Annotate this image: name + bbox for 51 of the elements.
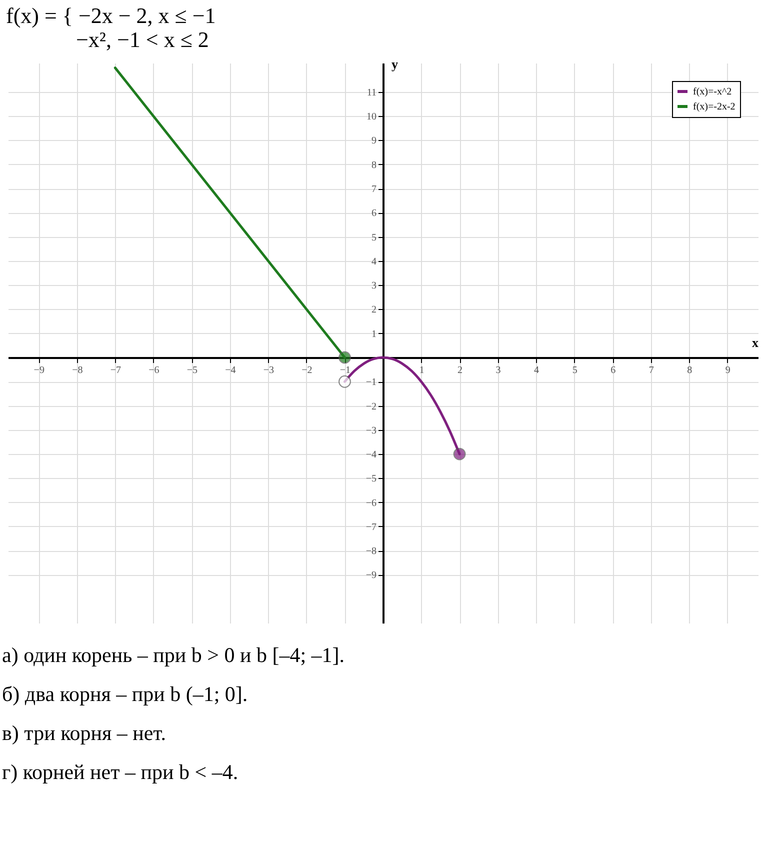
x-tick-label: −8 [72, 364, 83, 376]
y-tick-label: −5 [366, 474, 376, 485]
x-tick-label: −2 [302, 364, 312, 376]
y-tick-label: −4 [366, 450, 376, 461]
x-tick-label: 3 [496, 364, 501, 376]
y-tick-label: 6 [372, 208, 376, 220]
y-tick-label: −2 [366, 401, 376, 412]
y-tick-label: 1 [372, 328, 376, 340]
y-tick-label: −3 [366, 425, 376, 436]
x-tick-label: −4 [225, 364, 236, 376]
x-tick-label: −1 [340, 364, 351, 376]
y-tick-label: 10 [366, 112, 376, 123]
x-tick-label: −5 [186, 364, 198, 376]
y-tick-label: 8 [372, 160, 376, 171]
x-tick-label: −6 [148, 364, 160, 376]
x-axis-title: x [752, 334, 759, 350]
x-tick-label: 4 [534, 364, 540, 376]
x-tick-label: 1 [419, 364, 424, 376]
chart-subtitle: −x², −1 < x ≤ 2 [75, 27, 210, 52]
x-tick-label: −3 [263, 364, 274, 376]
y-axis-title: y [392, 56, 398, 72]
point [338, 375, 351, 388]
y-tick-label: 7 [372, 184, 376, 196]
x-tick-label: 9 [725, 364, 730, 376]
y-tick-label: 3 [372, 280, 376, 292]
x-tick-label: −9 [34, 364, 44, 376]
x-tick-label: −7 [110, 364, 121, 376]
x-tick-label: 7 [648, 364, 654, 376]
y-tick-label: −7 [366, 522, 376, 533]
chart-title: f(x) = { −2x − 2, x ≤ −1 [6, 3, 217, 28]
point [453, 448, 466, 460]
text: в) три корня – нет. [2, 721, 168, 746]
text: г) корней нет – при b < –4. [2, 760, 240, 785]
y-tick-label: 5 [372, 232, 376, 244]
legend-label: f(x)=-x^2 [693, 86, 732, 98]
x-tick-label: 6 [610, 364, 616, 376]
y-tick-label: 11 [366, 87, 376, 98]
y-tick-label: −8 [366, 546, 376, 558]
y-tick-label: 9 [372, 136, 376, 147]
x-tick-label: 2 [458, 364, 463, 376]
y-tick-label: 4 [372, 256, 376, 268]
text: б) два корня – при b (–1; 0]. [2, 682, 249, 707]
y-tick-label: −9 [366, 570, 376, 582]
y-tick-label: −1 [366, 377, 376, 388]
y-tick-label: 2 [372, 304, 376, 316]
y-tick-label: −6 [366, 498, 376, 509]
x-tick-label: 8 [687, 364, 692, 376]
x-tick-label: 5 [572, 364, 578, 376]
point [338, 351, 351, 364]
legend-label: f(x)=-2x-2 [693, 102, 736, 112]
text: а) один корень – при b > 0 и b [–4; –1]. [2, 643, 346, 668]
